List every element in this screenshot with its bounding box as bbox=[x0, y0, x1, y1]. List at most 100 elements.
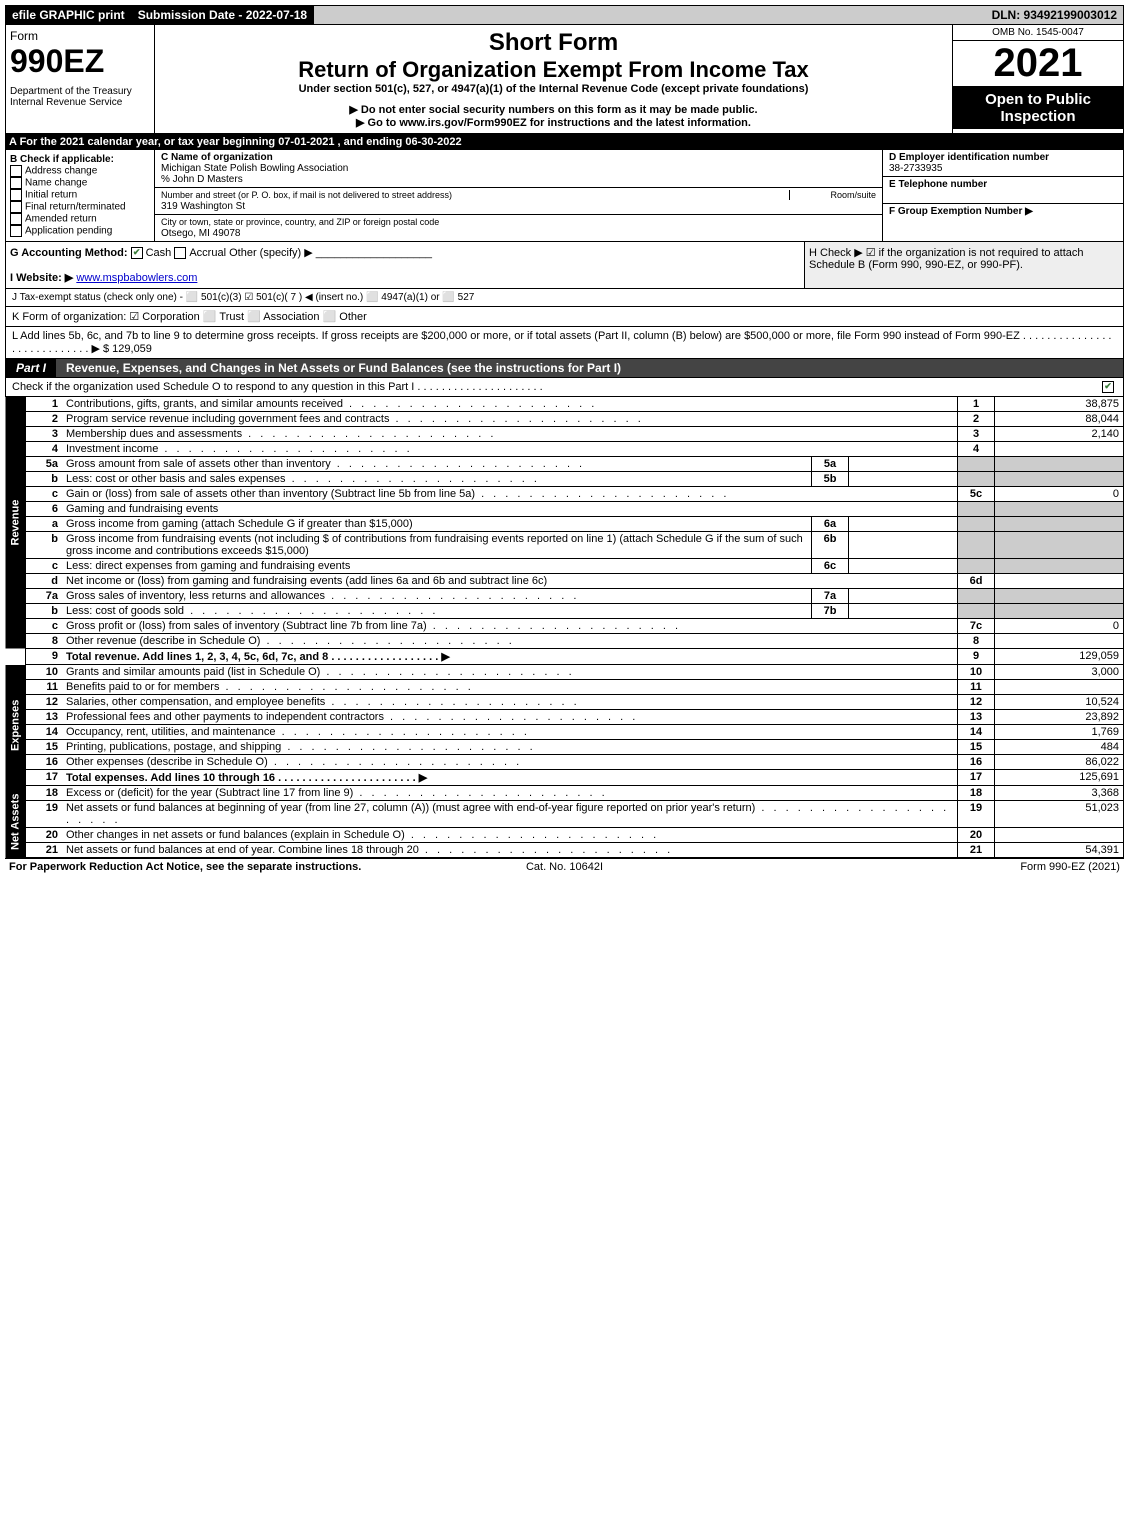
form-header: Form 990EZ Department of the Treasury In… bbox=[5, 25, 1124, 134]
accrual-checkbox[interactable] bbox=[174, 247, 186, 259]
addr-change-label: Address change bbox=[25, 166, 97, 177]
line-6d-num: d bbox=[26, 574, 63, 589]
group-exemption-label: F Group Exemption Number ▶ bbox=[889, 206, 1033, 217]
line-19-desc: Net assets or fund balances at beginning… bbox=[66, 802, 949, 826]
cash-checkbox[interactable]: ✔ bbox=[131, 247, 143, 259]
line-10-amount: 3,000 bbox=[995, 665, 1124, 680]
line-4-amount bbox=[995, 442, 1124, 457]
street-label: Number and street (or P. O. box, if mail… bbox=[161, 190, 452, 200]
line-6-desc: Gaming and fundraising events bbox=[62, 502, 958, 517]
line-4-desc: Investment income bbox=[66, 443, 413, 455]
line-6-ref bbox=[958, 502, 995, 517]
line-15-num: 15 bbox=[26, 740, 63, 755]
line-5b-amount bbox=[995, 472, 1124, 487]
line-17-ref: 17 bbox=[958, 770, 995, 786]
line-14-desc: Occupancy, rent, utilities, and maintena… bbox=[66, 726, 530, 738]
accounting-method-label: G Accounting Method: bbox=[10, 247, 128, 259]
line-5a-sub-label: 5a bbox=[812, 457, 849, 472]
line-6d-amount bbox=[995, 574, 1124, 589]
line-2-ref: 2 bbox=[958, 412, 995, 427]
line-6d-desc: Net income or (loss) from gaming and fun… bbox=[62, 574, 958, 589]
line-8-num: 8 bbox=[26, 634, 63, 649]
line-7a-sub-amount bbox=[849, 589, 958, 604]
initial-return-checkbox[interactable] bbox=[10, 189, 22, 201]
part-1-table: Revenue 1 Contributions, gifts, grants, … bbox=[5, 397, 1124, 858]
line-13-desc: Professional fees and other payments to … bbox=[66, 711, 638, 723]
line-7c-num: c bbox=[26, 619, 63, 634]
line-10-num: 10 bbox=[26, 665, 63, 680]
form-word: Form bbox=[10, 29, 150, 43]
line-21-desc: Net assets or fund balances at end of ye… bbox=[66, 844, 673, 856]
line-16-amount: 86,022 bbox=[995, 755, 1124, 770]
top-bar: efile GRAPHIC print Submission Date - 20… bbox=[5, 5, 1124, 25]
line-7c-desc: Gross profit or (loss) from sales of inv… bbox=[66, 620, 681, 632]
website-link[interactable]: www.mspbabowlers.com bbox=[76, 272, 197, 284]
net-assets-side-label: Net Assets bbox=[5, 786, 26, 858]
line-6c-num: c bbox=[26, 559, 63, 574]
line-6-num: 6 bbox=[26, 502, 63, 517]
line-6c-amount bbox=[995, 559, 1124, 574]
line-7a-ref bbox=[958, 589, 995, 604]
line-7b-sub-amount bbox=[849, 604, 958, 619]
line-14-amount: 1,769 bbox=[995, 725, 1124, 740]
row-j: J Tax-exempt status (check only one) - ⬜… bbox=[5, 289, 1124, 307]
name-change-checkbox[interactable] bbox=[10, 177, 22, 189]
part-1-label: Part I bbox=[6, 359, 56, 377]
line-6b-desc: Gross income from fundraising events (no… bbox=[62, 532, 812, 559]
line-19-num: 19 bbox=[26, 801, 63, 828]
submission-date: Submission Date - 2022-07-18 bbox=[132, 6, 314, 24]
line-5b-num: b bbox=[26, 472, 63, 487]
amended-return-checkbox[interactable] bbox=[10, 213, 22, 225]
line-3-ref: 3 bbox=[958, 427, 995, 442]
line-13-ref: 13 bbox=[958, 710, 995, 725]
line-2-amount: 88,044 bbox=[995, 412, 1124, 427]
final-return-checkbox[interactable] bbox=[10, 201, 22, 213]
line-5c-desc: Gain or (loss) from sale of assets other… bbox=[66, 488, 729, 500]
main-title: Return of Organization Exempt From Incom… bbox=[159, 57, 948, 83]
expenses-side-label: Expenses bbox=[5, 665, 26, 786]
line-8-desc: Other revenue (describe in Schedule O) bbox=[66, 635, 515, 647]
section-c: C Name of organization Michigan State Po… bbox=[155, 150, 882, 241]
inspection-label: Open to Public Inspection bbox=[953, 87, 1123, 129]
other-specify-label: Other (specify) ▶ bbox=[229, 247, 313, 259]
line-7c-ref: 7c bbox=[958, 619, 995, 634]
line-6b-sub-label: 6b bbox=[812, 532, 849, 559]
line-11-desc: Benefits paid to or for members bbox=[66, 681, 474, 693]
part-1-check-row: Check if the organization used Schedule … bbox=[5, 378, 1124, 397]
line-15-ref: 15 bbox=[958, 740, 995, 755]
line-16-ref: 16 bbox=[958, 755, 995, 770]
line-4-ref: 4 bbox=[958, 442, 995, 457]
part-1-checkbox[interactable]: ✔ bbox=[1102, 381, 1114, 393]
app-pending-checkbox[interactable] bbox=[10, 225, 22, 237]
line-15-amount: 484 bbox=[995, 740, 1124, 755]
revenue-side-label: Revenue bbox=[5, 397, 26, 649]
line-20-ref: 20 bbox=[958, 828, 995, 843]
line-17-desc: Total expenses. Add lines 10 through 16 … bbox=[66, 772, 427, 784]
line-1-ref: 1 bbox=[958, 397, 995, 412]
row-l: L Add lines 5b, 6c, and 7b to line 9 to … bbox=[5, 327, 1124, 359]
line-6c-desc: Less: direct expenses from gaming and fu… bbox=[62, 559, 812, 574]
info-block-bcdef: B Check if applicable: Address change Na… bbox=[5, 150, 1124, 242]
row-a-tax-year: A For the 2021 calendar year, or tax yea… bbox=[5, 134, 1124, 150]
line-6a-ref bbox=[958, 517, 995, 532]
line-5c-amount: 0 bbox=[995, 487, 1124, 502]
line-5a-ref bbox=[958, 457, 995, 472]
omb-number: OMB No. 1545-0047 bbox=[953, 25, 1123, 41]
line-6-amount bbox=[995, 502, 1124, 517]
line-9-desc: Total revenue. Add lines 1, 2, 3, 4, 5c,… bbox=[66, 651, 450, 663]
subtitle-1: Under section 501(c), 527, or 4947(a)(1)… bbox=[159, 83, 948, 95]
line-8-amount bbox=[995, 634, 1124, 649]
city-state-zip: Otsego, MI 49078 bbox=[161, 228, 241, 239]
name-change-label: Name change bbox=[25, 178, 87, 189]
line-2-num: 2 bbox=[26, 412, 63, 427]
row-g-h: G Accounting Method: ✔Cash Accrual Other… bbox=[5, 242, 1124, 289]
line-18-desc: Excess or (deficit) for the year (Subtra… bbox=[66, 787, 608, 799]
line-3-num: 3 bbox=[26, 427, 63, 442]
addr-change-checkbox[interactable] bbox=[10, 165, 22, 177]
line-11-ref: 11 bbox=[958, 680, 995, 695]
dln: DLN: 93492199003012 bbox=[986, 6, 1123, 24]
accrual-label: Accrual bbox=[189, 247, 226, 259]
line-5b-sub-amount bbox=[849, 472, 958, 487]
efile-print-label[interactable]: efile GRAPHIC print bbox=[6, 6, 132, 24]
line-18-amount: 3,368 bbox=[995, 786, 1124, 801]
